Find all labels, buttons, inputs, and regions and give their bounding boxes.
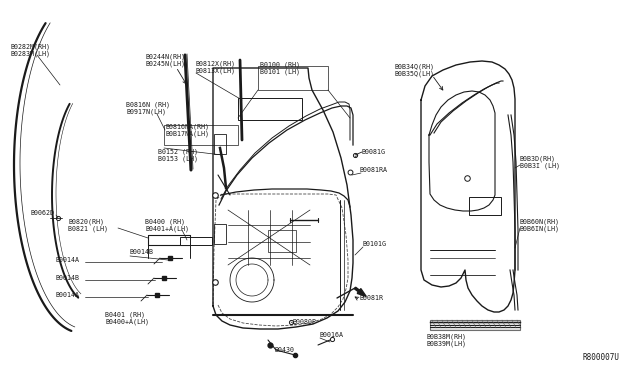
Text: B0014A: B0014A xyxy=(55,257,79,263)
Text: B0B38M(RH)
B0B39M(LH): B0B38M(RH) B0B39M(LH) xyxy=(427,333,467,347)
Text: B0152 (RH)
B0153 (LH): B0152 (RH) B0153 (LH) xyxy=(158,148,198,162)
Bar xyxy=(214,134,226,154)
Text: B0820(RH)
B0821 (LH): B0820(RH) B0821 (LH) xyxy=(68,218,108,232)
Bar xyxy=(238,98,302,120)
Text: B0014A: B0014A xyxy=(55,292,79,298)
Text: B0244N(RH)
B0245N(LH): B0244N(RH) B0245N(LH) xyxy=(145,53,185,67)
Bar xyxy=(268,230,296,252)
Text: B0081RA: B0081RA xyxy=(360,167,388,173)
Text: B0B60N(RH)
B0B6IN(LH): B0B60N(RH) B0B6IN(LH) xyxy=(520,218,560,232)
FancyArrow shape xyxy=(355,287,366,296)
Text: B0812X(RH)
B0813X(LH): B0812X(RH) B0813X(LH) xyxy=(195,60,235,74)
Text: B0062D: B0062D xyxy=(30,210,54,216)
Text: B0282M(RH)
B0283M(LH): B0282M(RH) B0283M(LH) xyxy=(10,43,50,57)
Bar xyxy=(430,320,520,330)
Text: B0100 (RH)
B0101 (LH): B0100 (RH) B0101 (LH) xyxy=(260,61,300,75)
Bar xyxy=(469,197,501,215)
Text: B0014B: B0014B xyxy=(130,249,154,255)
Text: B0400 (RH)
B0401+A(LH): B0400 (RH) B0401+A(LH) xyxy=(145,218,189,232)
Bar xyxy=(180,237,212,245)
Bar xyxy=(214,224,226,244)
Text: B0430: B0430 xyxy=(275,347,295,353)
Text: B0816NA(RH)
B0B17NA(LH): B0816NA(RH) B0B17NA(LH) xyxy=(166,123,210,137)
Text: B0081G: B0081G xyxy=(362,149,386,155)
Text: B0B3D(RH)
B0B3I (LH): B0B3D(RH) B0B3I (LH) xyxy=(520,155,560,169)
Text: B0014B: B0014B xyxy=(55,275,79,281)
Text: R800007U: R800007U xyxy=(583,353,620,362)
Text: B0016A: B0016A xyxy=(320,332,344,338)
Bar xyxy=(258,66,328,90)
Text: B0401 (RH)
B0400+A(LH): B0401 (RH) B0400+A(LH) xyxy=(105,311,149,325)
Text: B0816N (RH)
B0917N(LH): B0816N (RH) B0917N(LH) xyxy=(126,101,170,115)
Bar xyxy=(148,235,190,245)
Bar xyxy=(164,125,238,145)
Text: B0080P: B0080P xyxy=(293,319,317,325)
Text: B0101G: B0101G xyxy=(363,241,387,247)
Text: B0081R: B0081R xyxy=(360,295,384,301)
Text: B0B34Q(RH)
B0B35Q(LH): B0B34Q(RH) B0B35Q(LH) xyxy=(395,63,435,77)
